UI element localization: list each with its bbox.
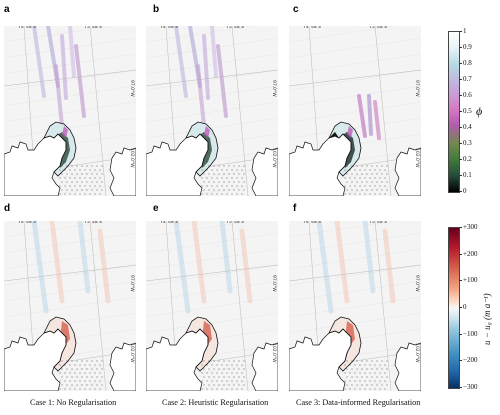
colorbar-velocity-tick-mark: [459, 227, 462, 228]
lat-label: 74°48'S: [160, 26, 178, 30]
colorbar-phi-tick-mark: [459, 159, 462, 160]
map-panel-d: 74°48'S 75°48'S 97.0°W 102.0°W: [4, 221, 136, 391]
colorbar-velocity-tick-label: 0: [463, 303, 467, 311]
lat-label: 75°48'S: [369, 26, 387, 30]
colorbar-phi-tick-mark: [459, 95, 462, 96]
colorbar-velocity-tick-label: +200: [463, 249, 478, 258]
lat-label: 75°48'S: [369, 221, 387, 225]
lon-label: 102.0°W: [414, 343, 419, 363]
colorbar-phi-tick-mark: [459, 47, 462, 48]
lon-label: 97.0°W: [271, 80, 276, 97]
colorbar-velocity-tick-mark: [459, 360, 462, 361]
lat-label: 75°48'S: [84, 26, 102, 30]
map-panel-e-svg: [146, 221, 278, 391]
colorbar-phi-tick-label: 0.2: [463, 155, 472, 163]
colorbar-velocity-tick-label: −300: [463, 383, 478, 391]
map-panel-c-svg: [289, 26, 421, 196]
lon-label: 97.0°W: [271, 275, 276, 292]
lon-label: 102.0°W: [271, 343, 276, 363]
panel-label-a: a: [4, 4, 10, 15]
lon-label: 102.0°W: [129, 148, 134, 168]
caption-case-2: Case 2: Heuristic Regularisation: [162, 398, 269, 407]
colorbar-velocity-tick-label: +300: [463, 223, 478, 231]
colorbar-phi-tick-mark: [459, 31, 462, 32]
colorbar-phi-tick-mark: [459, 79, 462, 80]
lon-label: 102.0°W: [271, 148, 276, 168]
lon-label: 97.0°W: [414, 275, 419, 292]
panel-label-c: c: [293, 4, 299, 15]
caption-case-3: Case 3: Data-informed Regularisation: [296, 398, 421, 407]
lon-label: 97.0°W: [129, 275, 134, 292]
colorbar-phi-tick-label: 0.7: [463, 75, 472, 83]
lat-label: 74°48'S: [18, 26, 36, 30]
colorbar-phi-tick-label: 0.3: [463, 139, 472, 147]
map-panel-e: 74°48'S 75°48'S 97.0°W 102.0°W: [146, 221, 278, 391]
colorbar-velocity-tick-mark: [459, 280, 462, 281]
colorbar-velocity-tick-label: −100: [463, 329, 478, 338]
map-panel-a: 74°48'S 75°48'S 97.0°W 102.0°W: [4, 26, 136, 196]
colorbar-velocity-tick-mark: [459, 307, 462, 308]
colorbar-phi-tick-label: 1: [463, 27, 467, 35]
colorbar-phi-tick-label: 0.1: [463, 171, 472, 179]
lat-label: 75°48'S: [226, 26, 244, 30]
map-panel-a-svg: [4, 26, 136, 196]
lon-label: 102.0°W: [129, 343, 134, 363]
lat-label: 75°48'S: [84, 221, 102, 225]
colorbar-velocity: [448, 227, 460, 389]
panel-label-f: f: [293, 203, 297, 214]
panel-label-d: d: [4, 203, 11, 214]
colorbar-phi: [448, 31, 460, 193]
colorbar-velocity-tick-mark: [459, 333, 462, 335]
map-panel-b-svg: [146, 26, 278, 196]
colorbar-velocity-title: u − u₀ (m a⁻¹): [482, 293, 492, 345]
lat-label: 74°48'S: [303, 26, 321, 30]
map-panel-f: 74°48'S 75°48'S 97.0°W 102.0°W: [289, 221, 421, 391]
colorbar-velocity-tick-label: −200: [463, 356, 478, 365]
lat-label: 74°48'S: [160, 221, 178, 225]
colorbar-phi-tick-label: 0.9: [463, 43, 472, 51]
colorbar-phi-tick-mark: [459, 63, 462, 64]
panel-label-b: b: [153, 4, 160, 15]
colorbar-phi-tick-mark: [459, 127, 462, 128]
colorbar-velocity-tick-label: +100: [463, 276, 478, 285]
panel-label-e: e: [153, 203, 159, 214]
colorbar-phi-tick-label: 0: [463, 187, 467, 195]
colorbar-phi-tick-mark: [459, 111, 462, 112]
map-panel-f-svg: [289, 221, 421, 391]
map-panel-b: 74°48'S 75°48'S 97.0°W 102.0°W: [146, 26, 278, 196]
caption-case-1: Case 1: No Regularisation: [30, 398, 117, 407]
lat-label: 74°48'S: [303, 221, 321, 225]
map-panel-d-svg: [4, 221, 136, 391]
colorbar-phi-tick-mark: [459, 175, 462, 176]
lon-label: 97.0°W: [129, 80, 134, 97]
colorbar-phi-tick-mark: [459, 143, 462, 144]
colorbar-velocity-tick-mark: [459, 253, 462, 255]
lon-label: 97.0°W: [414, 80, 419, 97]
colorbar-phi-tick-label: 0.4: [463, 123, 472, 131]
lat-label: 75°48'S: [226, 221, 244, 225]
colorbar-phi-title: ϕ: [476, 104, 483, 118]
lat-label: 74°48'S: [18, 221, 36, 225]
colorbar-phi-tick-label: 0.8: [463, 59, 472, 67]
map-panel-c: 74°48'S 75°48'S 97.0°W 102.0°W: [289, 26, 421, 196]
colorbar-phi-tick-label: 0.6: [463, 91, 472, 99]
lon-label: 102.0°W: [414, 148, 419, 168]
colorbar-velocity-tick-mark: [459, 387, 462, 388]
colorbar-phi-tick-label: 0.5: [463, 107, 472, 115]
colorbar-phi-tick-mark: [459, 191, 462, 192]
